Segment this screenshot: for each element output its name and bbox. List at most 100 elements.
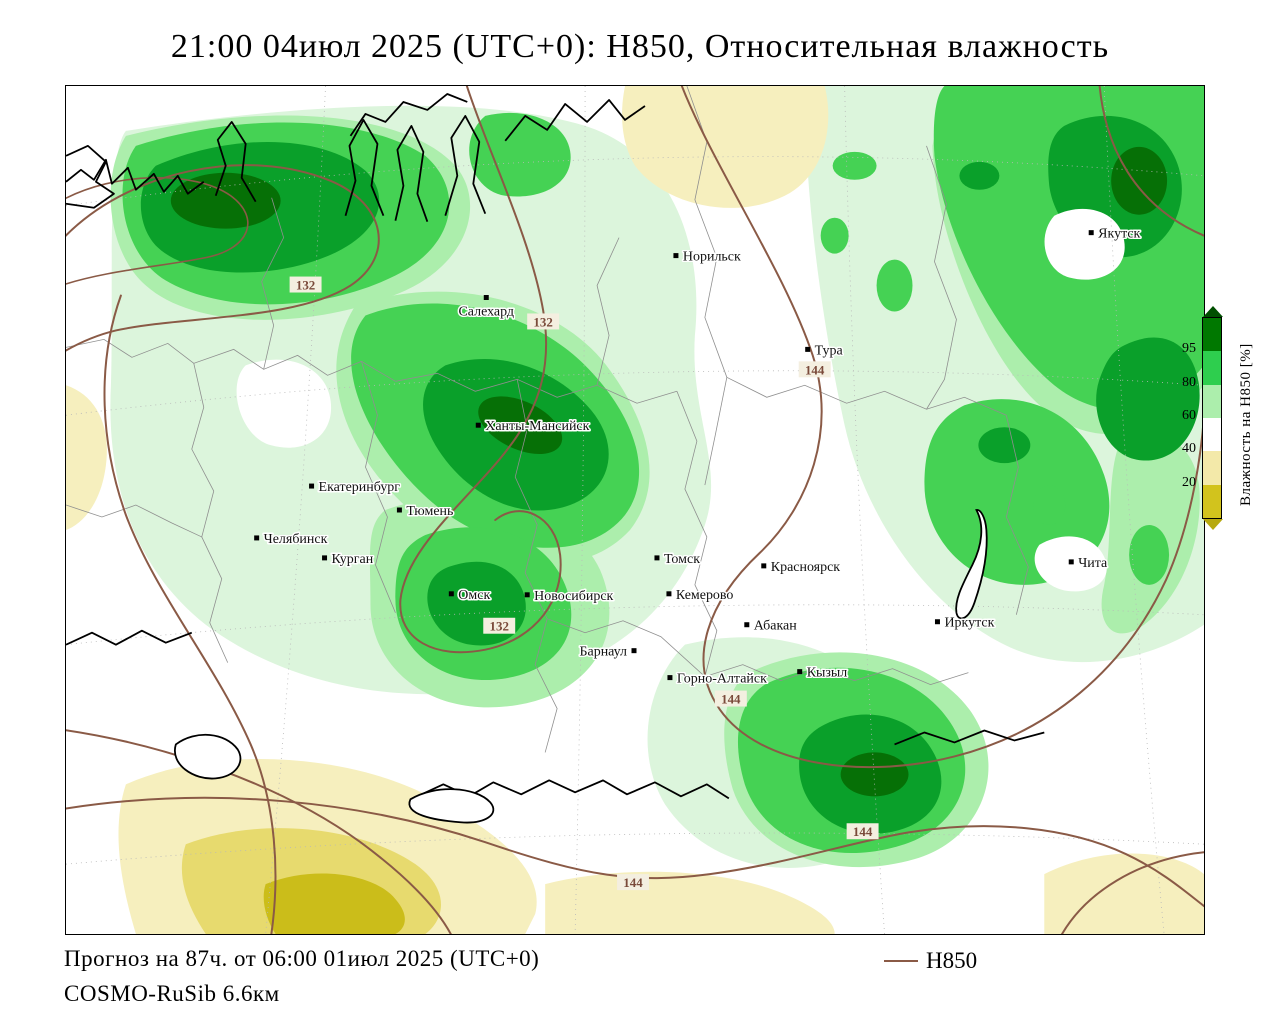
humidity-field-deepest [170,146,1168,797]
city-dot [805,346,811,352]
city-label: Горно-Алтайск [677,672,767,687]
city-label: Омск [458,588,490,603]
city-label: Кызыл [807,666,848,681]
contour-value-label: 144 [846,823,879,839]
city-marker: Омск [448,586,492,604]
city-label: Тюмень [406,504,453,519]
city-dot [631,648,637,654]
city-marker: Новосибирск [524,587,615,605]
legend-label: H850 [926,948,978,973]
contour-labels: 132 132 144 132 144 144 144 [289,276,879,890]
coastlines [66,93,1045,800]
city-dot [667,675,673,681]
colorbar-label: Влажность на H850 [%] [1238,343,1254,507]
colorbar-segment [1203,484,1221,518]
city-label: Томск [664,552,700,567]
h850-line-swatch [884,960,918,962]
city-marker: Красноярск [761,558,842,576]
city-marker: Абакан [744,617,799,635]
city-dot [761,563,767,569]
colorbar-ticks: 95 80 60 40 20 [1166,317,1198,517]
city-marker: Барнаул [578,643,637,661]
city-label: Курган [332,552,374,567]
city-label: Ханты-Мансийск [485,419,589,434]
city-marker: Екатеринбург [309,479,402,497]
colorbar-bottom-arrow [1203,519,1223,530]
city-dot [666,591,672,597]
city-label: Тура [815,343,844,358]
city-marker: Тура [805,342,845,360]
colorbar-tick: 60 [1182,407,1196,423]
lake-baikal [955,509,988,620]
city-label: Салехард [458,304,514,319]
svg-text:144: 144 [623,875,643,890]
model-info: COSMO-RuSib 6.6км [64,981,280,1006]
svg-text:132: 132 [533,314,552,329]
colorbar-swatches [1202,317,1222,519]
city-dot [524,592,530,598]
contour-value-label: 144 [798,361,831,377]
city-dot [1068,559,1074,565]
city-label: Иркутск [944,616,994,631]
colorbar-segment [1203,417,1221,452]
forecast-info: Прогноз на 87ч. от 06:00 01июл 2025 (UTC… [64,946,540,971]
svg-text:144: 144 [721,692,741,707]
admin-boundaries [66,86,1029,753]
city-dot [1088,230,1094,236]
city-dot [254,535,260,541]
svg-text:132: 132 [490,619,509,634]
city-marker: Чита [1068,554,1110,572]
city-label: Абакан [754,619,797,634]
city-label: Новосибирск [534,589,613,604]
city-dot [322,555,328,561]
city-dot [797,669,803,675]
city-label: Якутск [1098,227,1140,242]
city-dot [396,507,402,513]
contour-value-label: 132 [527,313,560,329]
city-dot [448,591,454,597]
graticule [66,86,1204,934]
city-dot [475,422,481,428]
city-marker: Норильск [673,248,743,266]
city-label: Норильск [683,250,741,265]
city-marker: Кызыл [797,664,849,682]
city-dot [309,483,315,489]
svg-text:144: 144 [805,362,825,377]
city-dot [934,619,940,625]
colorbar-tick: 95 [1182,341,1196,357]
map-canvas: 132 132 144 132 144 144 144 Норильск Якутск Сале… [66,86,1204,934]
city-label: Екатеринбург [319,480,401,495]
legend: H850 [884,948,977,974]
contour-value-label: 132 [483,617,516,634]
city-marker: Челябинск [254,530,329,548]
city-marker: Горно-Алтайск [667,670,769,688]
lakes [173,509,988,824]
city-dot [483,295,489,300]
city-label: Барнаул [579,645,627,660]
city-marker: Якутск [1088,225,1142,243]
humidity-colorbar [1202,306,1223,530]
h850-contours [66,86,1204,934]
cities: Норильск Якутск Салехард Тура Ханты-Мансийск… [254,225,1142,688]
city-marker: Томск [654,550,702,568]
colorbar-segment [1203,318,1221,352]
page-title: 21:00 04июл 2025 (UTC+0): H850, Относите… [170,28,1110,65]
colorbar-segment [1203,351,1221,385]
colorbar-tick: 80 [1182,374,1196,390]
city-marker: Курган [322,550,375,568]
city-dot [744,622,750,628]
map-area: 132 132 144 132 144 144 144 Норильск Якутск Сале… [65,85,1205,935]
colorbar-top-arrow [1203,306,1223,317]
city-label: Челябинск [264,532,328,547]
colorbar-segment [1203,451,1221,485]
city-marker: Кемерово [666,586,735,604]
colorbar-tick: 40 [1182,441,1196,457]
colorbar-segment [1203,384,1221,418]
contour-value-label: 144 [617,874,649,890]
city-dot [654,555,660,561]
city-marker: Иркутск [934,614,996,632]
city-dot [673,253,679,259]
svg-text:144: 144 [853,824,873,839]
city-marker: Салехард [457,295,516,321]
